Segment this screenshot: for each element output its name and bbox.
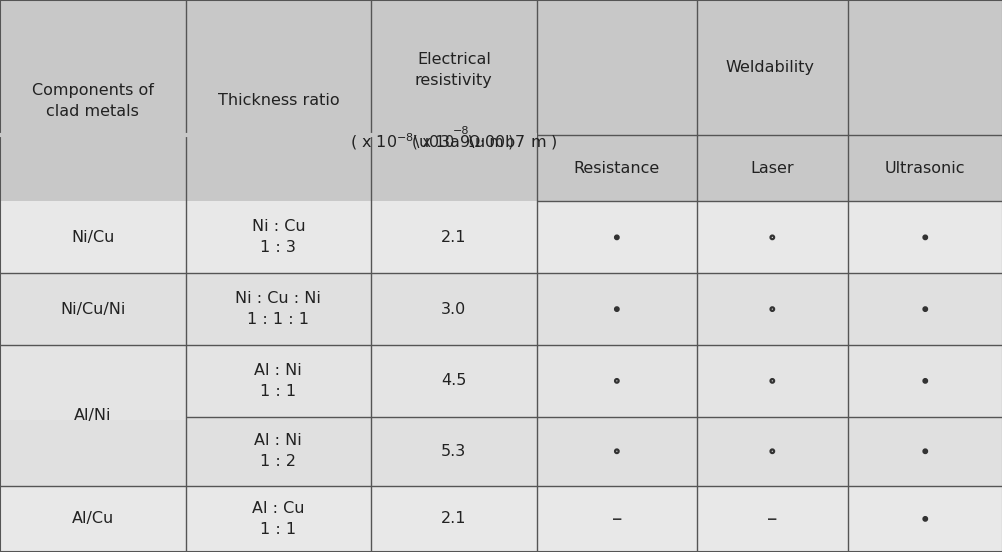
Text: ( x 10: ( x 10 [411, 135, 453, 150]
Text: 4.5: 4.5 [441, 373, 466, 389]
Text: Al/Cu: Al/Cu [71, 511, 114, 527]
Bar [0, 486, 1002, 552]
Text: Components of
clad metals: Components of clad metals [32, 83, 153, 119]
Text: Resistance: Resistance [573, 161, 659, 176]
Text: Electrical
resistivity: Electrical resistivity [415, 52, 492, 88]
Text: Weldability: Weldability [724, 60, 814, 75]
Text: Al : Cu
1 : 1: Al : Cu 1 : 1 [252, 501, 305, 537]
Text: Ni/Cu/Ni: Ni/Cu/Ni [60, 301, 125, 317]
Text: Ultrasonic: Ultrasonic [884, 161, 965, 176]
Text: Laser: Laser [749, 161, 794, 176]
Text: ( x 10$^{-8}$\u03a9\u00b7 m ): ( x 10$^{-8}$\u03a9\u00b7 m ) [350, 132, 557, 152]
Bar [0, 273, 1002, 345]
Text: Ni : Cu : Ni
1 : 1 : 1: Ni : Cu : Ni 1 : 1 : 1 [235, 291, 321, 327]
Text: Al : Ni
1 : 2: Al : Ni 1 : 2 [255, 433, 302, 469]
Bar [0, 0, 1002, 135]
Text: 2.1: 2.1 [441, 511, 466, 527]
Bar [536, 135, 1002, 201]
Text: Thickness ratio: Thickness ratio [217, 93, 339, 108]
Text: 3.0: 3.0 [441, 301, 466, 317]
Text: 2.1: 2.1 [441, 230, 466, 245]
Text: –: – [767, 509, 777, 529]
Bar [0, 345, 1002, 417]
Text: Ni : Cu
1 : 3: Ni : Cu 1 : 3 [252, 219, 305, 256]
Bar [0, 417, 1002, 486]
Text: 5.3: 5.3 [441, 444, 466, 459]
Text: –: – [611, 509, 621, 529]
Text: −8: −8 [453, 126, 469, 136]
Text: Ω· m ): Ω· m ) [469, 135, 513, 150]
Bar [0, 135, 536, 201]
Bar [0, 414, 185, 420]
Text: Al : Ni
1 : 1: Al : Ni 1 : 1 [255, 363, 302, 399]
Bar [0, 201, 1002, 273]
Text: Al/Ni: Al/Ni [74, 408, 111, 423]
Text: Ni/Cu: Ni/Cu [71, 230, 114, 245]
